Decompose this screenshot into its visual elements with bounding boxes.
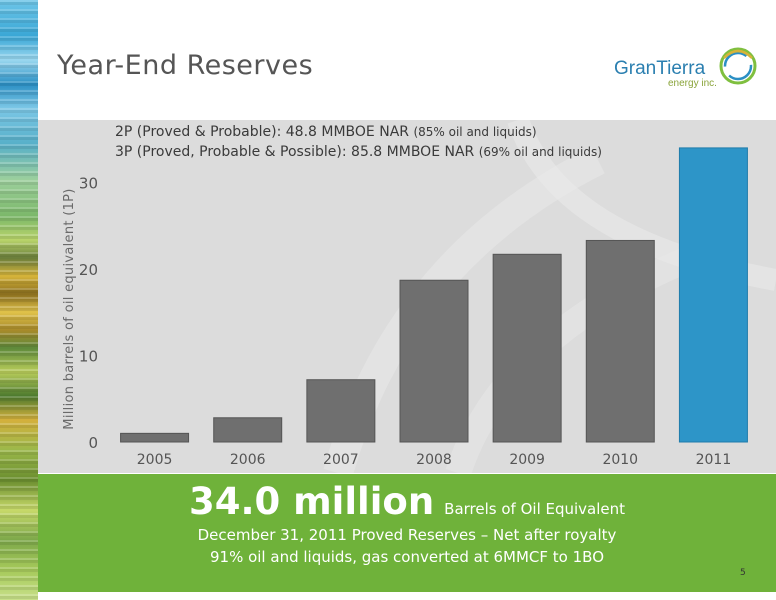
note-3p-small: (69% oil and liquids) xyxy=(478,145,602,159)
bar-2009 xyxy=(492,253,562,443)
x-tick-label: 2010 xyxy=(602,452,638,468)
y-tick-label: 20 xyxy=(79,261,98,279)
bar-chart: 0 10 20 30 2005 2006 2007 2008 2009 2010 2011 xyxy=(79,120,776,473)
company-logo: GranTierra energy inc. xyxy=(612,42,762,92)
summary-panel: 34.0 million Barrels of Oil Equivalent De… xyxy=(38,474,776,592)
slide-title: Year-End Reserves xyxy=(57,50,314,81)
logo-ring-icon xyxy=(719,47,757,85)
y-tick-label: 30 xyxy=(79,175,98,193)
y-axis-title: Million barrels of oil equivalent (1P) xyxy=(62,188,77,430)
bar-2011 xyxy=(678,147,748,443)
y-tick-label: 10 xyxy=(79,348,98,366)
note-2p-main: 2P (Proved & Probable): 48.8 MMBOE NAR xyxy=(115,124,409,140)
logo-subtext: energy inc. xyxy=(668,78,717,89)
bar-2006 xyxy=(213,417,283,443)
bar-2005 xyxy=(120,432,190,443)
decorative-stripe-lines xyxy=(0,0,38,600)
note-3p: 3P (Proved, Probable & Possible): 85.8 M… xyxy=(115,144,602,160)
note-2p-small: (85% oil and liquids) xyxy=(413,125,537,139)
summary-line-2: December 31, 2011 Proved Reserves – Net … xyxy=(197,526,617,544)
chart-panel: 0 10 20 30 2005 2006 2007 2008 2009 2010 2011 2P … xyxy=(38,120,776,473)
summary-big-number: 34.0 million xyxy=(188,480,435,523)
bar-2007 xyxy=(306,379,376,443)
x-tick-label: 2009 xyxy=(509,452,545,468)
note-3p-main: 3P (Proved, Probable & Possible): 85.8 M… xyxy=(115,144,475,160)
x-tick-label: 2005 xyxy=(137,452,173,468)
page-number: 5 xyxy=(740,568,746,578)
summary-line-3: 91% oil and liquids, gas converted at 6M… xyxy=(209,548,605,566)
x-tick-label: 2011 xyxy=(696,452,732,468)
x-tick-label: 2007 xyxy=(323,452,359,468)
summary-big-unit: Barrels of Oil Equivalent xyxy=(444,500,626,518)
y-tick-label: 0 xyxy=(88,434,98,452)
logo-text: GranTierra xyxy=(614,58,706,79)
summary-headline: 34.0 million Barrels of Oil Equivalent xyxy=(38,480,776,523)
x-tick-label: 2008 xyxy=(416,452,452,468)
x-tick-label: 2006 xyxy=(230,452,266,468)
bar-2010 xyxy=(585,239,655,443)
decorative-stripe-bar xyxy=(0,0,38,600)
bar-2008 xyxy=(399,279,469,443)
note-2p: 2P (Proved & Probable): 48.8 MMBOE NAR (… xyxy=(115,124,537,140)
